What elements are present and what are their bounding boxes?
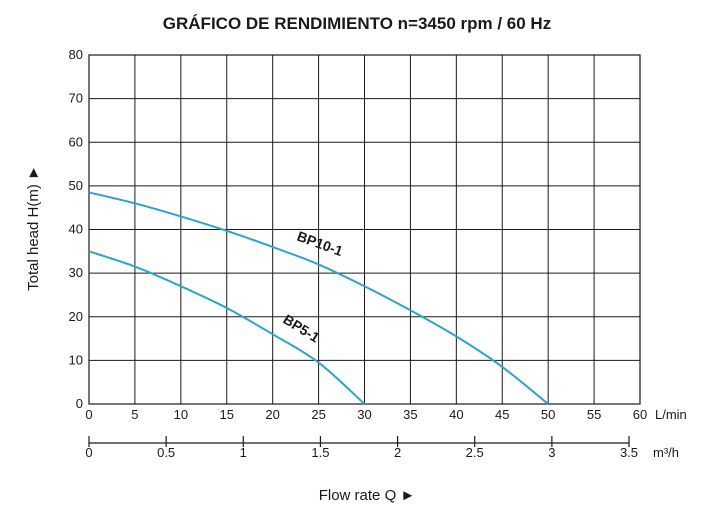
series-label-bp5-1: BP5-1 [280,311,322,346]
x-tick-label: 0 [85,407,92,422]
x-tick-label: 55 [587,407,601,422]
x-tick-label: 50 [541,407,555,422]
secondary-x-tick-label: 0.5 [157,445,175,460]
x-tick-label: 25 [311,407,325,422]
x-axis-label: Flow rate Q ► [319,487,416,504]
y-tick-label: 80 [69,47,83,62]
series-label-bp10-1: BP10-1 [295,228,345,259]
chart-title: GRÁFICO DE RENDIMIENTO n=3450 rpm / 60 H… [163,14,551,33]
series-line-bp10-1 [88,191,549,405]
secondary-x-tick-label: 2 [394,445,401,460]
x-tick-label: 5 [131,407,138,422]
y-tick-label: 40 [69,222,83,237]
x-tick-label: 10 [174,407,188,422]
y-tick-label: 0 [76,396,83,411]
x-tick-label: 15 [220,407,234,422]
x-tick-label: 60 [633,407,647,422]
x-tick-label: 45 [495,407,509,422]
y-tick-label: 30 [69,265,83,280]
secondary-x-tick-label: 0 [85,445,92,460]
secondary-x-tick-label: 2.5 [466,445,484,460]
secondary-x-tick-label: 1 [240,445,247,460]
grid [88,54,641,405]
y-tick-labels: 0 10 20 30 40 50 60 70 80 [69,47,83,411]
secondary-x-tick-label: 3.5 [620,445,638,460]
x-tick-label: 20 [265,407,279,422]
y-tick-label: 20 [69,309,83,324]
secondary-x-unit-label: m³/h [653,445,679,460]
y-tick-label: 50 [69,178,83,193]
secondary-x-tick-label: 3 [548,445,555,460]
y-tick-label: 70 [69,91,83,106]
x-tick-labels: 0 5 10 15 20 25 30 35 40 45 50 55 60 [85,407,647,422]
secondary-x-tick-label: 1.5 [311,445,329,460]
series-line-bp5-1 [88,250,366,405]
y-tick-label: 10 [69,352,83,367]
y-axis-label: Total head H(m) ► [25,165,42,291]
secondary-x-ticks: 0 0.5 1 1.5 2 2.5 3 3.5 [85,436,638,460]
x-tick-label: 35 [403,407,417,422]
x-tick-label: 30 [357,407,371,422]
x-tick-label: 40 [449,407,463,422]
y-tick-label: 60 [69,134,83,149]
x-unit-label: L/min [655,407,687,422]
